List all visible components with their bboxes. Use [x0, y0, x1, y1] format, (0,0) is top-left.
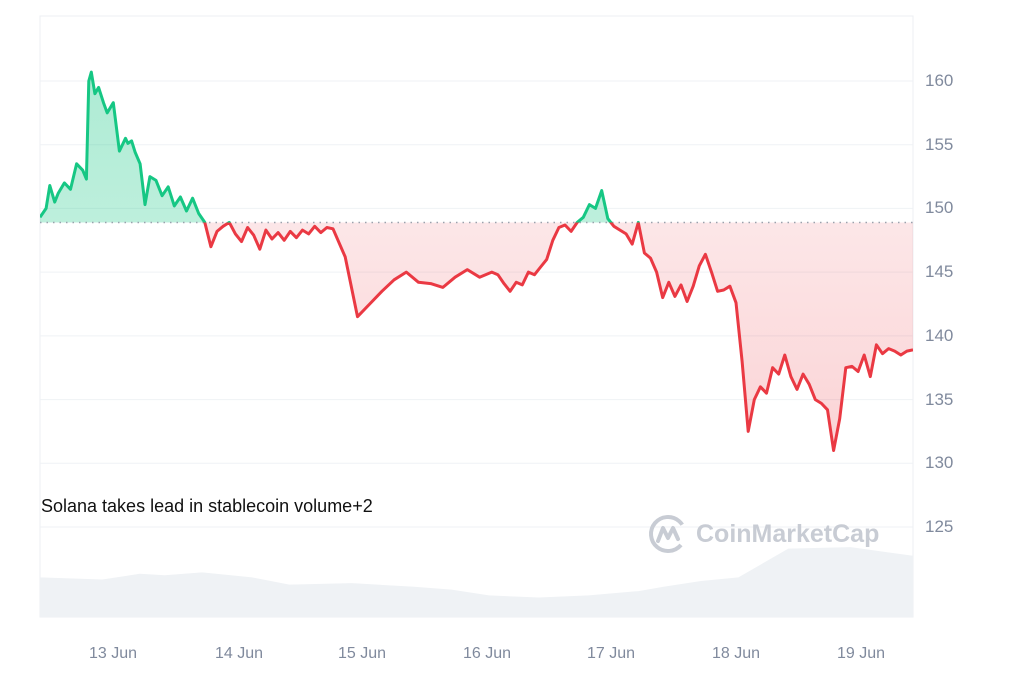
y-tick-label: 160	[925, 71, 954, 90]
volume-area	[40, 547, 913, 617]
y-tick-label: 155	[925, 134, 954, 154]
y-tick-label: 145	[925, 262, 954, 282]
watermark: CoinMarketCap	[648, 514, 879, 554]
y-tick-label: 130	[925, 453, 954, 473]
y-tick-label: 125	[925, 517, 954, 536]
news-headline[interactable]: Solana takes lead in stablecoin volume+2	[41, 496, 373, 516]
y-tick-label: 135	[925, 389, 954, 409]
price-fill-down	[40, 222, 913, 451]
price-line-down	[203, 222, 913, 452]
x-tick-label: 15 Jun	[337, 645, 387, 662]
price-line-up	[40, 70, 640, 223]
y-tick-label: 150	[925, 198, 954, 218]
coinmarketcap-logo-icon	[649, 515, 687, 553]
x-tick-label: 18 Jun	[711, 645, 761, 662]
x-tick-label: 13 Jun	[88, 645, 138, 662]
x-tick-label: 14 Jun	[214, 645, 264, 662]
y-tick-label: 140	[925, 325, 954, 345]
x-tick-label: 19 Jun	[836, 645, 886, 662]
watermark-text: CoinMarketCap	[696, 519, 880, 548]
price-fill-up	[40, 72, 639, 223]
x-tick-label: 16 Jun	[462, 645, 512, 662]
x-tick-label: 17 Jun	[586, 645, 636, 662]
